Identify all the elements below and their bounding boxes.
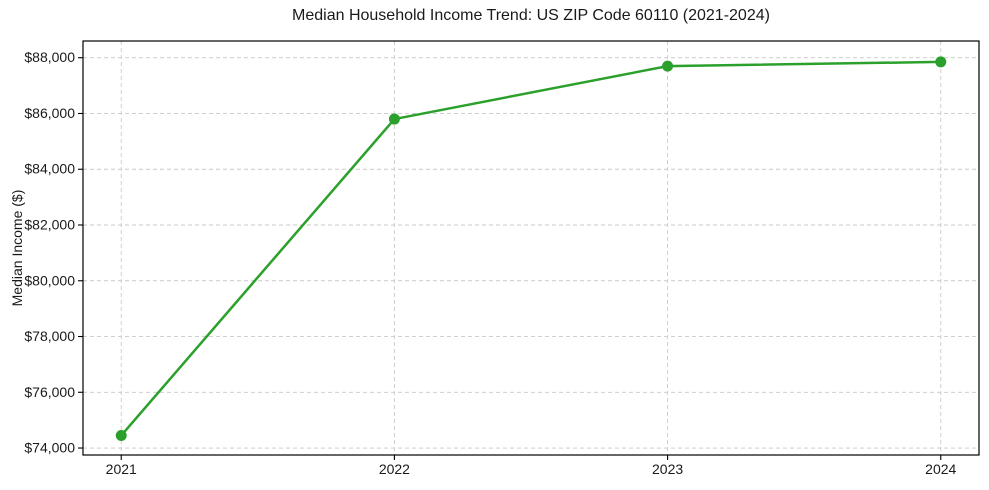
y-tick-label: $88,000 — [24, 49, 75, 65]
data-point-marker — [662, 60, 674, 72]
data-point-marker — [935, 56, 947, 68]
income-trend-line — [119, 60, 943, 437]
data-point-marker — [115, 429, 127, 441]
data-point-marker — [388, 113, 400, 125]
y-tick-label: $76,000 — [24, 384, 75, 400]
y-tick-label: $74,000 — [24, 440, 75, 456]
y-tick-label: $78,000 — [24, 328, 75, 344]
x-tick-label: 2024 — [925, 461, 956, 477]
plot-border — [82, 40, 980, 456]
y-tick-label: $82,000 — [24, 217, 75, 233]
x-tick-label: 2021 — [106, 461, 137, 477]
y-tick-label: $80,000 — [24, 272, 75, 288]
y-tick-label: $84,000 — [24, 161, 75, 177]
x-tick-label: 2023 — [652, 461, 683, 477]
chart-title: Median Household Income Trend: US ZIP Co… — [292, 7, 770, 24]
y-tick-label: $86,000 — [24, 105, 75, 121]
x-tick-label: 2022 — [379, 461, 410, 477]
